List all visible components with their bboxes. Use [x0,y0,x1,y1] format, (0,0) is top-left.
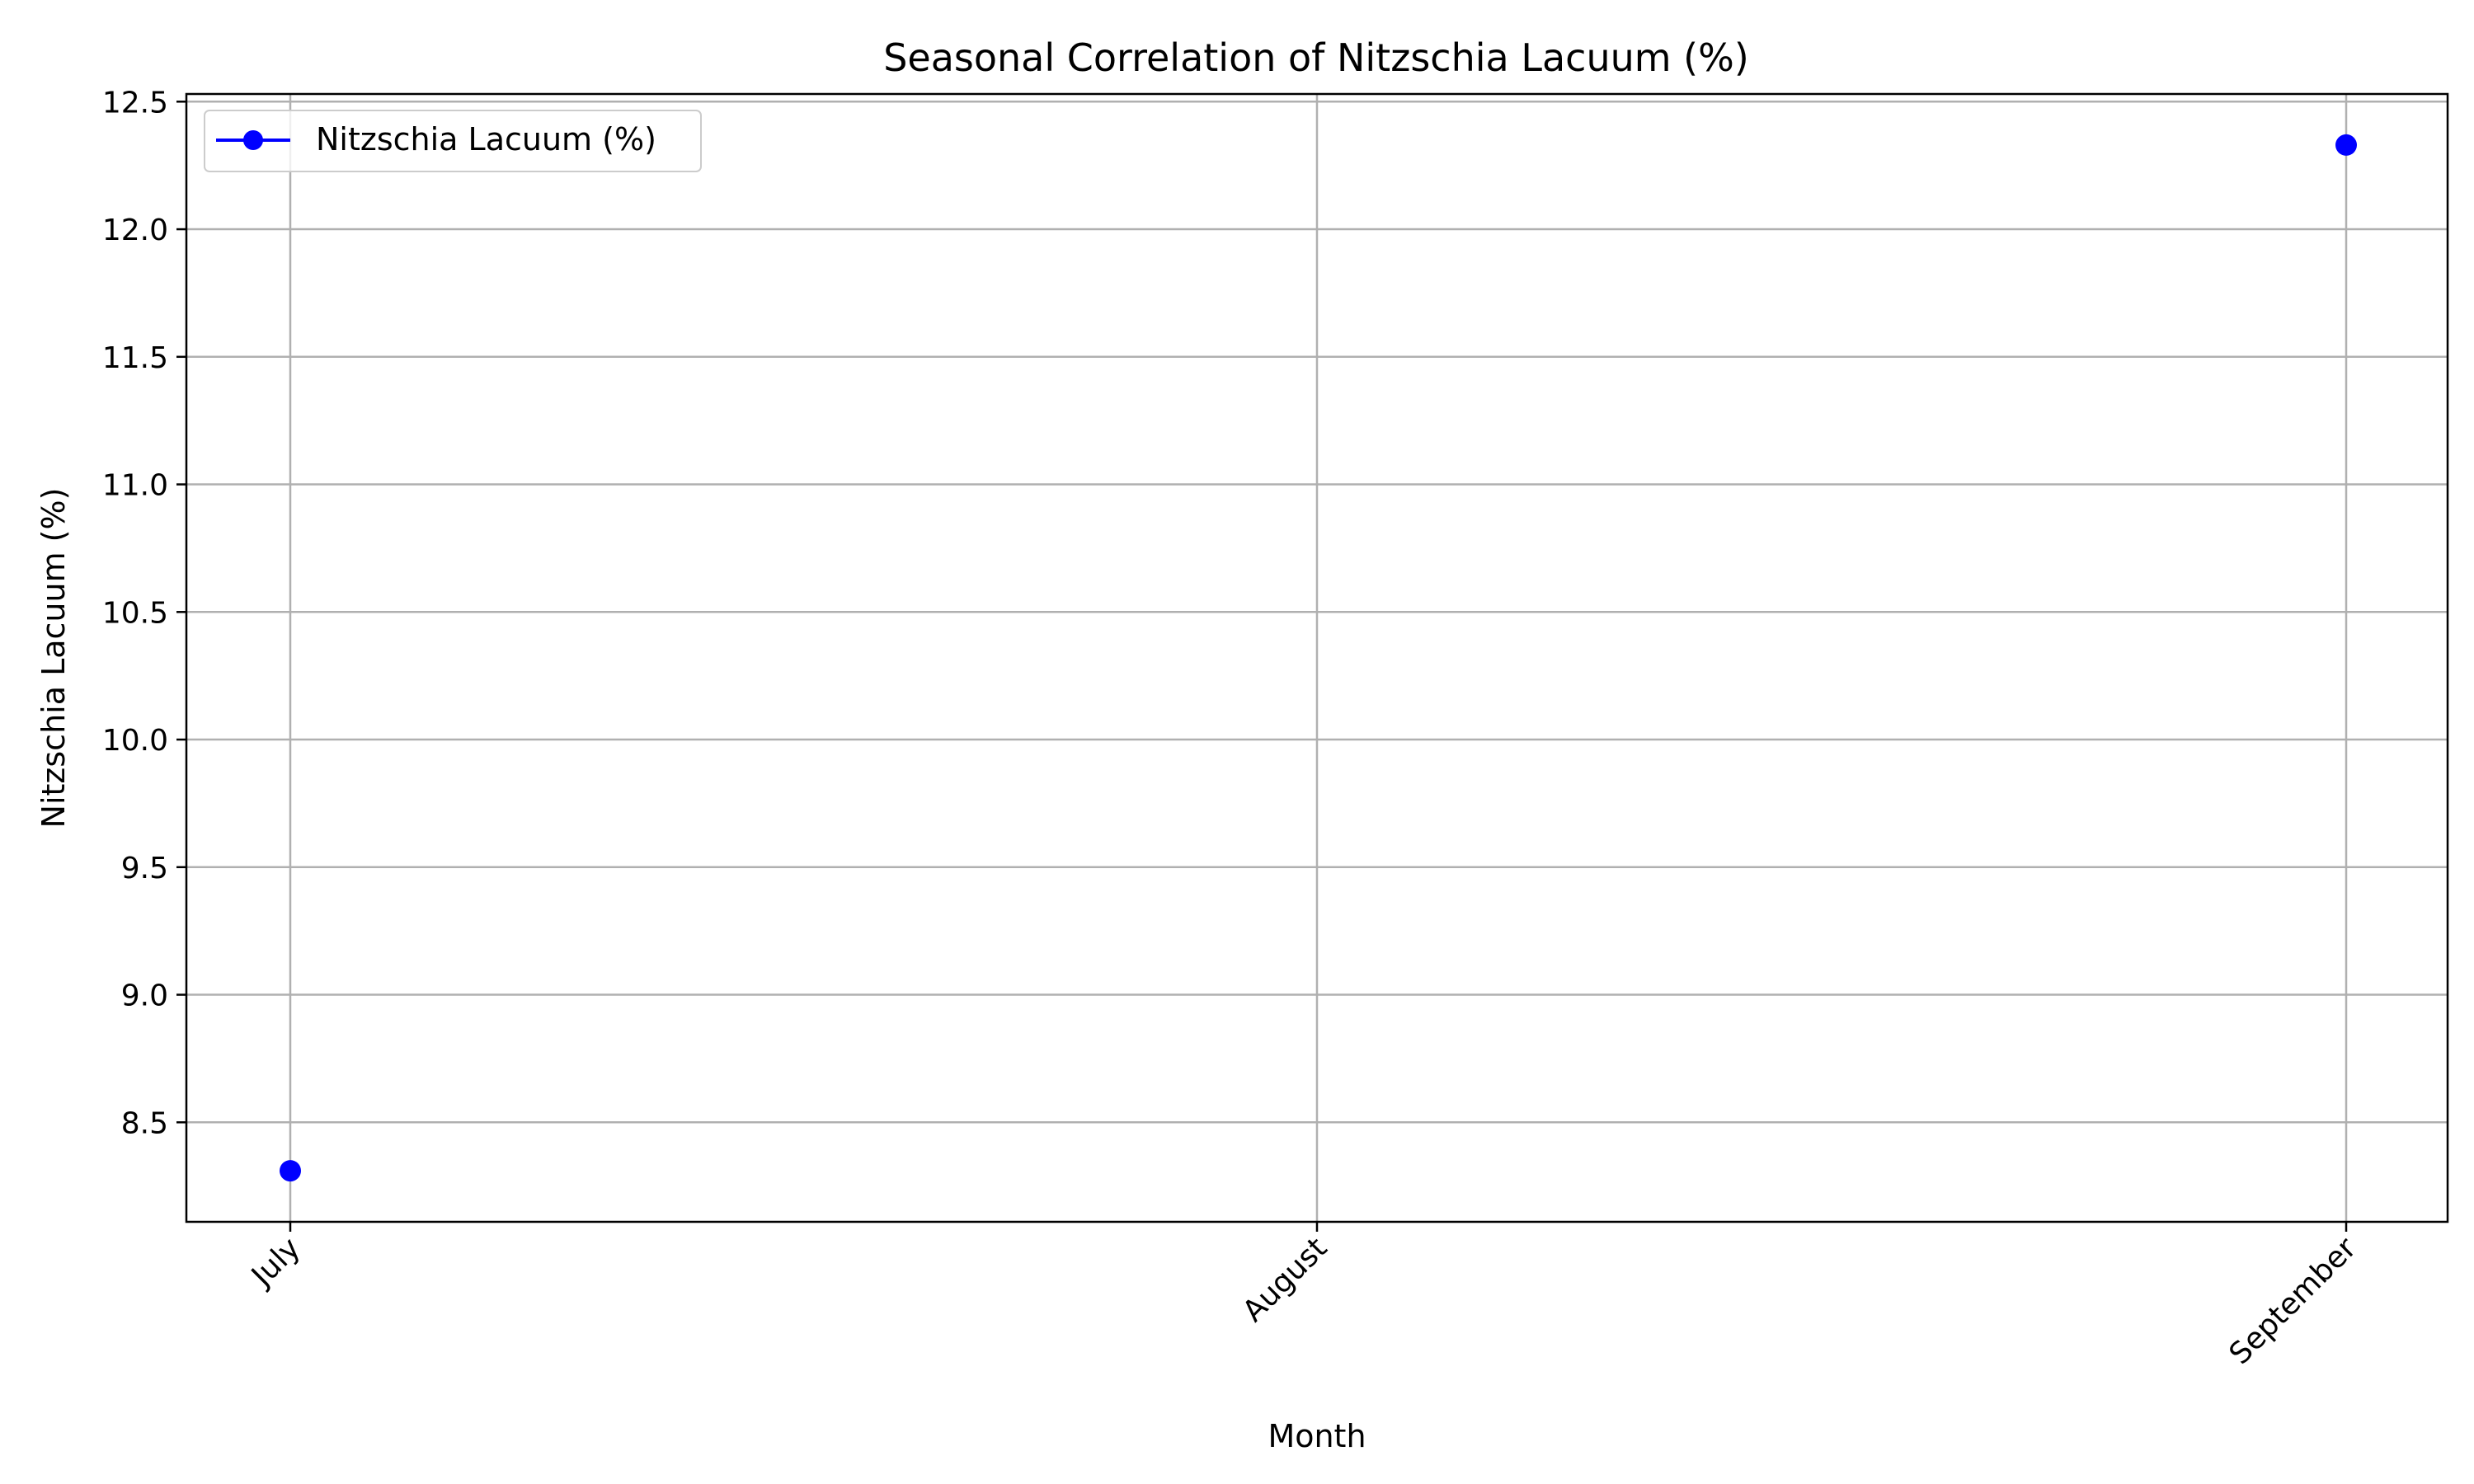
y-tick-label: 9.5 [121,852,168,885]
x-axis-label: Month [1268,1418,1366,1454]
chart-title: Seasonal Correlation of Nitzschia Lacuum… [883,35,1749,80]
data-point [2335,134,2357,156]
y-tick-label: 12.0 [102,214,168,247]
y-tick-label: 11.0 [102,469,168,503]
y-tick-label: 8.5 [121,1106,168,1140]
y-tick-label: 10.5 [102,596,168,630]
legend-marker-swatch [243,130,263,150]
y-tick-label: 12.5 [102,86,168,120]
plot-area [280,134,2357,1182]
y-axis: 8.5 9.0 9.5 10.0 10.5 11.0 11.5 12.0 12.5 [102,86,186,1140]
legend-entry-label: Nitzschia Lacuum (%) [316,121,656,157]
y-tick-label: 10.0 [102,724,168,758]
y-tick-label: 11.5 [102,341,168,375]
y-tick-label: 9.0 [121,979,168,1013]
data-point [280,1160,301,1182]
legend: Nitzschia Lacuum (%) [204,110,702,172]
y-axis-label: Nitzschia Lacuum (%) [35,488,72,829]
grid [186,94,2448,1222]
legend-box [204,110,702,172]
